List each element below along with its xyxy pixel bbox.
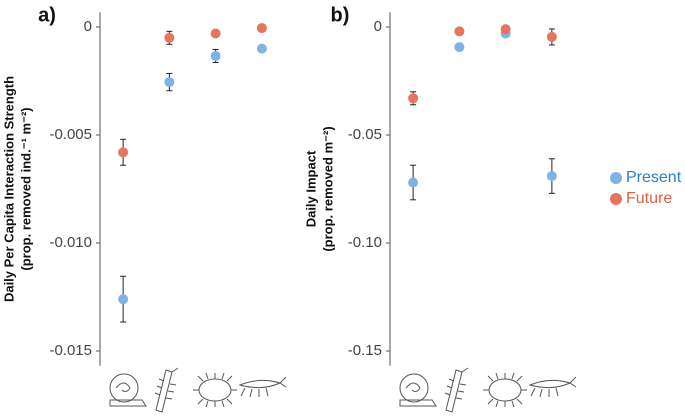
data-point — [454, 42, 465, 53]
legend-label: Future — [626, 190, 672, 207]
data-point — [118, 294, 129, 305]
y-axis-title: Daily Impact — [303, 150, 318, 227]
data-point — [118, 147, 129, 158]
data-point — [210, 50, 221, 61]
data-point — [210, 28, 221, 39]
y-tick-label: 0 — [374, 18, 382, 35]
data-point — [164, 32, 175, 43]
worm-icon — [154, 367, 179, 413]
urchin-icon — [483, 372, 527, 408]
data-point — [454, 26, 465, 37]
y-tick-label: -0.10 — [348, 234, 382, 251]
worm-icon — [444, 367, 469, 413]
data-point — [408, 177, 419, 188]
snail-icon — [109, 373, 147, 407]
data-point — [546, 171, 557, 182]
y-axis-subtitle: (prop. removed ind.⁻¹ m⁻²) — [18, 107, 33, 270]
data-point — [408, 93, 419, 104]
legend-marker — [610, 193, 622, 205]
data-point — [256, 43, 267, 54]
panel-label: b) — [331, 4, 350, 26]
category-icons — [109, 367, 577, 413]
snail-icon — [399, 373, 437, 407]
y-tick-label: -0.05 — [348, 126, 382, 143]
panel-label: a) — [38, 4, 56, 26]
y-tick-label: 0 — [84, 18, 92, 35]
y-tick-label: -0.15 — [348, 342, 382, 359]
y-axis-subtitle: (prop. removed m⁻²) — [320, 126, 335, 251]
data-point — [164, 77, 175, 88]
y-tick-label: -0.015 — [49, 342, 92, 359]
shrimp-icon — [238, 376, 287, 398]
y-axis-title: Daily Per Capita Interaction Strength — [1, 76, 16, 302]
y-tick-label: -0.005 — [49, 126, 92, 143]
urchin-icon — [193, 372, 237, 408]
y-tick-label: -0.010 — [49, 234, 92, 251]
legend-marker — [610, 172, 622, 184]
data-point — [256, 23, 267, 34]
legend-label: Present — [626, 169, 682, 186]
data-point — [546, 31, 557, 42]
data-point — [500, 24, 511, 35]
shrimp-icon — [528, 376, 577, 398]
